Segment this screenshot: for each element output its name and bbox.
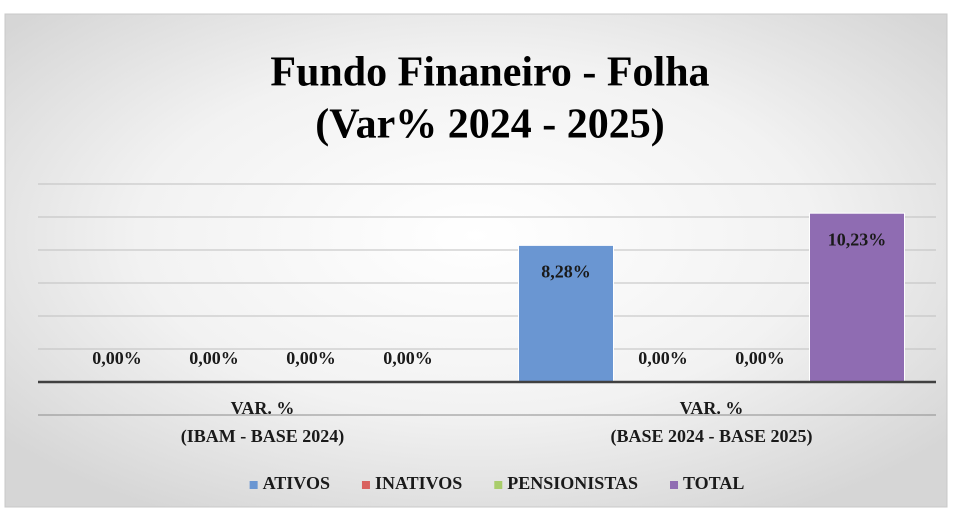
x-tick-label: (IBAM - BASE 2024)	[181, 426, 345, 447]
chart-title: Fundo Finaneiro - Folha	[270, 50, 709, 96]
legend-swatch	[249, 481, 258, 489]
data-label: 10,23%	[828, 229, 887, 249]
data-label: 0,00%	[383, 348, 433, 368]
data-label: 0,00%	[92, 348, 142, 368]
legend-label: INATIVOS	[375, 473, 462, 493]
legend-swatch	[670, 481, 679, 489]
legend-label: PENSIONISTAS	[507, 473, 638, 493]
legend-label: TOTAL	[683, 473, 744, 493]
bar	[809, 212, 905, 383]
x-tick-label: VAR. %	[231, 398, 295, 418]
data-label: 0,00%	[638, 348, 688, 368]
data-label: 0,00%	[735, 348, 785, 368]
x-tick-label: VAR. %	[680, 398, 744, 418]
bar	[518, 244, 614, 383]
legend-swatch	[361, 481, 370, 489]
x-tick-label: (BASE 2024 - BASE 2025)	[610, 426, 812, 447]
data-label: 0,00%	[286, 348, 336, 368]
legend-label: ATIVOS	[263, 473, 330, 493]
chart-background	[4, 13, 948, 508]
chart-subtitle: (Var% 2024 - 2025)	[315, 102, 665, 148]
data-label: 8,28%	[541, 262, 591, 282]
data-label: 0,00%	[189, 348, 239, 368]
legend-swatch	[494, 481, 503, 489]
